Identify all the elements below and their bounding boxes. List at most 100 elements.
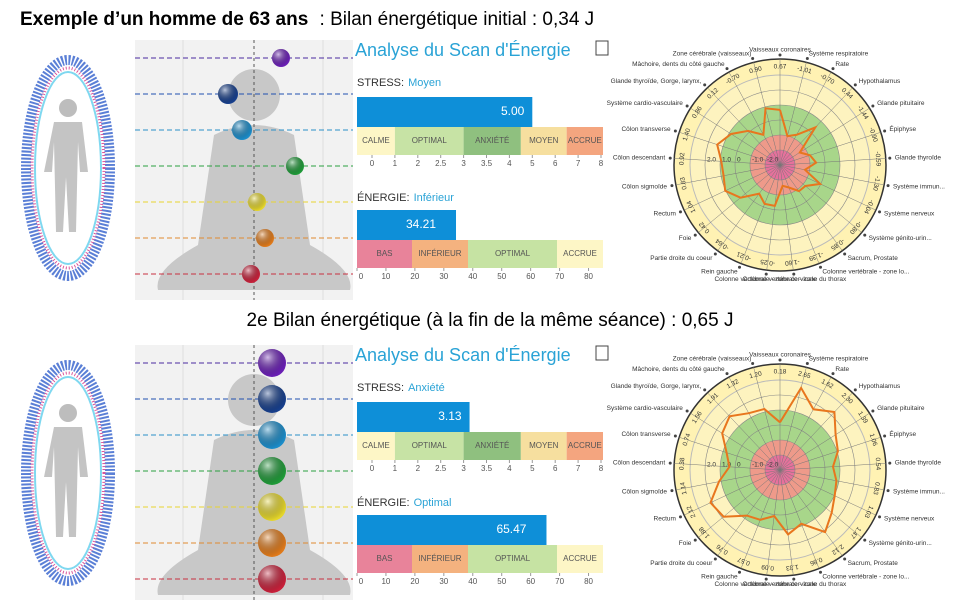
radar-dot (818, 570, 822, 574)
radar-value-label: 1.04 (686, 199, 698, 214)
energy-zone-label: INFÉRIEUR (418, 554, 461, 563)
radar-tick-label: -1.0 (752, 462, 764, 469)
energy-tick-label: 50 (497, 272, 506, 281)
radar-value-label: -0.59 (874, 151, 882, 167)
chakra-shine (218, 84, 238, 104)
stress-label-text: STRESS: (357, 382, 404, 394)
radar-dot (764, 272, 768, 276)
radar-tick-label: 0 (737, 157, 741, 164)
radar-dot (713, 252, 717, 256)
radar-spoke (728, 376, 781, 471)
radar-dot (703, 388, 707, 392)
energy-level: Optimal (414, 497, 452, 509)
stress-label-text: STRESS: (357, 77, 404, 89)
radar-dot (725, 67, 729, 71)
energy-zone-label: BAS (376, 554, 392, 563)
radar-spoke (707, 392, 781, 471)
radar-value-label: 1.03 (862, 504, 874, 519)
chakra-shine (248, 193, 266, 211)
stress-tick-label: 2 (416, 159, 421, 168)
radar-spoke (674, 158, 781, 166)
radar-label: Côlon transverse (621, 126, 671, 133)
radar-dot (693, 538, 697, 542)
radar-spoke (779, 367, 807, 471)
radar-spoke (779, 437, 881, 471)
radar-tick-label: 1.0 (722, 157, 731, 164)
radar-spoke (679, 132, 781, 166)
radar-label: Colonne vertébrale - zone lo... (822, 574, 909, 581)
stress-zone (357, 432, 395, 460)
radar-spoke (779, 469, 794, 576)
radar-dot (668, 461, 672, 465)
radar-label: Mâchoire, dents du côté gauche (632, 366, 725, 373)
chakra-shine (258, 565, 286, 593)
stress-zone (566, 432, 603, 460)
radar-label: Rate (835, 61, 849, 68)
aura-head (59, 404, 77, 422)
radar-spoke (779, 164, 877, 211)
radar-dot (883, 434, 887, 438)
radar-label: Glande thyroïde, Gorge, larynx, (611, 383, 702, 390)
energy-tick-label: 60 (526, 272, 535, 281)
radar-label: Colonne vertébrale - zone lo... (822, 269, 909, 276)
radar-label: Système nerveux (884, 516, 935, 523)
radar-value-label: 1.33 (785, 563, 799, 572)
icon (595, 40, 609, 56)
aura-body (44, 427, 88, 537)
radar-label: Glande thyroïde (895, 459, 942, 466)
radar-spoke (779, 71, 832, 166)
energy-zone-label: BAS (376, 249, 392, 258)
energy-tick-label: 10 (381, 272, 390, 281)
stress-zone (463, 127, 521, 155)
energy-tick-label: 80 (584, 577, 593, 586)
stress-zone-label: ANXIÉTÉ (475, 441, 509, 450)
radar-value-label: 0.92 (679, 152, 687, 165)
radar-label: Sacrum, Prostate (848, 560, 899, 567)
energy-tick-label: 30 (439, 272, 448, 281)
chakra-shine (258, 529, 286, 557)
radar-dot (888, 461, 892, 465)
radar-label: Épiphyse (889, 429, 916, 438)
radar-spoke (675, 164, 781, 186)
radar-value-label: 0.18 (774, 369, 787, 376)
stress-zone-label: ACCRUE (568, 441, 602, 450)
radar-dot (738, 265, 742, 269)
radar-value-label: 0.83 (871, 481, 880, 495)
stress-zone (520, 432, 567, 460)
aura-outer (21, 55, 115, 281)
stress-tick-label: 4 (507, 464, 512, 473)
aura-outer (21, 360, 115, 586)
radar-dot (883, 129, 887, 133)
radar-dot (673, 434, 677, 438)
stress-bar (357, 97, 533, 127)
chakra-shine (272, 49, 290, 67)
energy-zone-label: OPTIMAL (495, 554, 531, 563)
radar-label: Rein gauche (701, 269, 738, 276)
stress-level: Anxiété (408, 382, 445, 394)
scan-title: Analyse du Scan d'Énergie (355, 345, 571, 365)
icon (595, 345, 609, 361)
stress-tick-label: 8 (599, 464, 604, 473)
radar-label: Système immun... (893, 488, 945, 495)
energy-tick-label: 40 (468, 272, 477, 281)
radar-spoke (779, 132, 881, 166)
radar-value-label: 1.06 (868, 433, 879, 448)
radar-dot (853, 388, 857, 392)
energy-level: Inférieur (414, 192, 455, 204)
radar-spoke (779, 164, 862, 233)
radar-dot (831, 372, 835, 376)
radar-spoke (674, 463, 781, 471)
radar-label: Système cardio-vasculaire (607, 100, 684, 107)
energy-label: ÉNERGIE: Optimal (357, 496, 451, 509)
stress-zone-label: ANXIÉTÉ (475, 136, 509, 145)
radar-spoke (728, 71, 781, 166)
radar-label: Zone cérébrale (vaisseaux) (673, 355, 752, 362)
radar-spoke (717, 469, 781, 556)
chakra-shine (286, 157, 304, 175)
radar-spoke (779, 164, 794, 271)
radar-dot (878, 515, 882, 519)
radar-label: Hypothalamus (859, 78, 901, 85)
stress-tick-label: 3 (461, 159, 466, 168)
stress-tick-label: 1 (393, 159, 398, 168)
stress-zone-label: MOYEN (529, 441, 559, 450)
